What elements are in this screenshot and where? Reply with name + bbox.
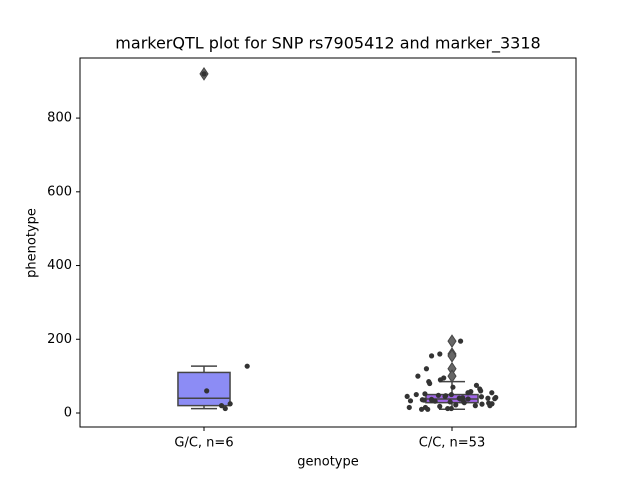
point — [428, 353, 435, 359]
point — [465, 390, 471, 396]
point — [473, 382, 480, 388]
point — [457, 396, 463, 402]
point — [201, 71, 207, 77]
outlier — [447, 369, 457, 384]
point — [244, 363, 250, 369]
point — [418, 406, 425, 412]
point — [407, 398, 414, 404]
point — [406, 404, 412, 411]
point — [415, 373, 421, 379]
point — [453, 402, 459, 408]
point — [445, 405, 451, 412]
x-tick-label: C/C, n=53 — [419, 436, 485, 451]
point — [479, 401, 485, 407]
outlier — [447, 348, 457, 363]
x-axis-label: genotype — [297, 455, 358, 470]
point — [422, 391, 428, 397]
box — [177, 371, 231, 407]
point — [222, 405, 228, 412]
y-axis-label: phenotype — [25, 208, 40, 278]
point — [425, 406, 431, 412]
y-tick-label: 400 — [47, 258, 72, 273]
point — [432, 398, 438, 404]
y-tick-label: 800 — [47, 111, 72, 126]
point — [461, 400, 467, 406]
point — [413, 391, 419, 398]
point — [448, 405, 454, 412]
point — [218, 403, 225, 409]
point — [448, 391, 455, 398]
point — [485, 395, 491, 401]
point — [492, 396, 498, 402]
point — [227, 401, 233, 407]
point — [442, 393, 448, 400]
chart-title: markerQTL plot for SNP rs7905412 and mar… — [115, 34, 540, 54]
point — [465, 396, 471, 402]
point — [457, 338, 464, 344]
point — [435, 392, 442, 398]
point — [204, 388, 210, 394]
point — [489, 390, 495, 396]
point — [478, 388, 484, 394]
point — [447, 399, 453, 405]
point — [427, 380, 433, 387]
point — [450, 384, 456, 390]
y-tick-label: 200 — [47, 332, 72, 347]
point — [437, 351, 443, 357]
x-tick-label: G/C, n=6 — [174, 436, 233, 451]
point — [437, 403, 443, 409]
point — [421, 397, 427, 403]
point — [437, 377, 444, 383]
point — [487, 403, 493, 409]
y-tick-label: 0 — [64, 405, 72, 420]
point — [472, 403, 478, 409]
outlier — [447, 334, 457, 349]
point — [423, 366, 430, 372]
y-tick-label: 600 — [47, 184, 72, 199]
point — [404, 393, 410, 400]
point — [478, 394, 485, 400]
plot-frame — [79, 57, 577, 428]
